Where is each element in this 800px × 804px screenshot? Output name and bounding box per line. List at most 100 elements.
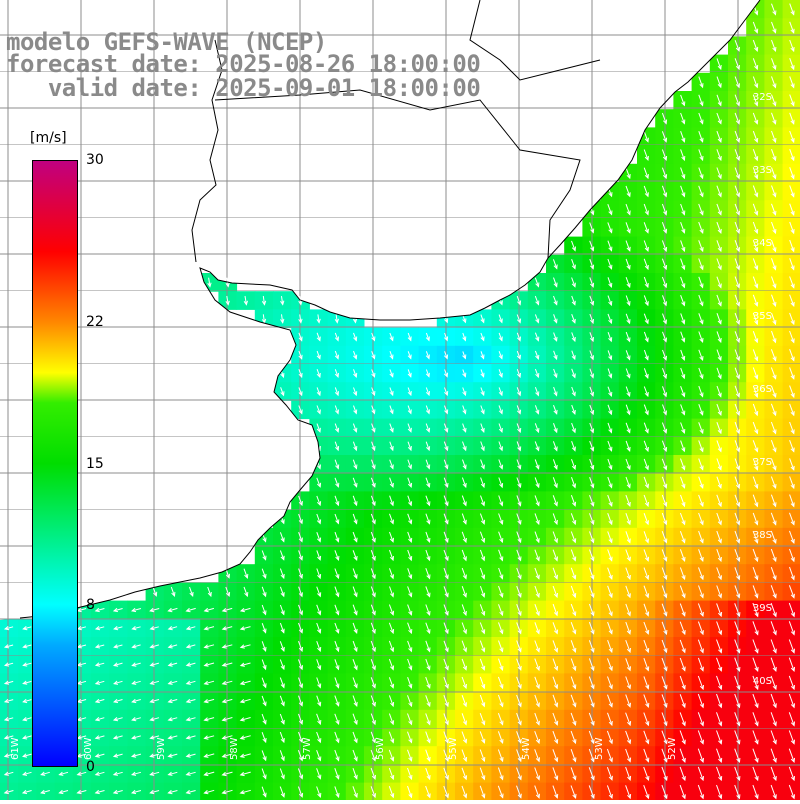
wind-arrow: [443, 658, 449, 671]
wind-arrow: [734, 240, 740, 253]
wind-arrow: [552, 513, 558, 526]
wind-arrow: [643, 222, 649, 234]
wind-arrow: [770, 712, 777, 727]
wind-arrow: [698, 313, 704, 325]
wind-arrow: [497, 731, 504, 744]
wind-arrow: [788, 766, 795, 782]
wind-arrow: [662, 295, 667, 307]
wind-arrow: [352, 786, 358, 799]
wind-arrow: [443, 731, 449, 744]
wind-arrow: [389, 387, 394, 397]
wind-arrow: [734, 294, 740, 307]
wind-arrow: [661, 240, 668, 253]
wind-arrow: [552, 622, 559, 635]
wind-arrow: [589, 549, 595, 562]
wind-arrow: [316, 750, 322, 762]
wind-arrow: [588, 640, 595, 653]
wind-arrow: [625, 440, 631, 452]
wind-arrow: [770, 421, 777, 435]
wind-arrow: [680, 167, 686, 180]
wind-arrow: [131, 626, 141, 631]
wind-arrow: [352, 768, 358, 780]
wind-arrow: [789, 512, 795, 526]
wind-arrow: [571, 404, 576, 415]
wind-arrow: [185, 753, 196, 758]
wind-arrow: [716, 494, 722, 508]
wind-arrow: [770, 458, 777, 471]
wind-arrow: [461, 586, 467, 598]
valid-date: valid date: 2025-09-01 18:00:00: [6, 74, 481, 102]
wind-arrow: [370, 767, 376, 780]
wind-arrow: [112, 753, 123, 758]
wind-arrow: [239, 735, 251, 740]
wind-arrow: [752, 639, 759, 654]
wind-arrow: [370, 477, 376, 488]
wind-arrow: [40, 789, 50, 795]
wind-arrow: [698, 494, 704, 508]
wind-arrow: [661, 476, 668, 489]
wind-arrow: [770, 766, 777, 782]
wind-arrow: [370, 659, 376, 671]
wind-arrow: [407, 749, 413, 762]
wind-arrow: [734, 312, 740, 325]
wind-arrow: [130, 753, 142, 758]
wind-arrow: [643, 422, 649, 434]
wind-arrow: [789, 112, 795, 125]
wind-arrow: [58, 789, 69, 795]
wind-arrow: [461, 731, 468, 744]
wind-arrow: [607, 240, 613, 252]
wind-arrow: [752, 784, 759, 800]
wind-arrow: [334, 423, 340, 433]
wind-arrow: [534, 531, 540, 544]
wind-arrow: [643, 694, 650, 708]
wind-arrow: [770, 730, 777, 745]
wind-arrow: [625, 185, 631, 198]
wind-arrow: [788, 602, 795, 618]
wind-arrow: [316, 604, 322, 616]
wind-arrow: [407, 713, 413, 726]
wind-arrow: [552, 495, 558, 507]
wind-arrow: [407, 731, 413, 744]
wind-arrow: [444, 332, 449, 342]
wind-arrow: [461, 604, 467, 617]
wind-arrow: [167, 789, 178, 795]
wind-arrow: [149, 789, 160, 795]
wind-arrow: [697, 784, 704, 800]
wind-arrow: [280, 387, 285, 397]
wind-arrow: [516, 405, 522, 415]
wind-arrow: [334, 531, 340, 543]
wind-arrow: [534, 495, 540, 507]
wind-arrow: [389, 568, 394, 580]
wind-arrow: [370, 695, 376, 707]
wind-arrow: [752, 312, 759, 326]
wind-arrow: [203, 735, 215, 740]
wind-arrow: [607, 277, 613, 288]
wind-arrow: [571, 259, 576, 270]
wind-arrow: [480, 477, 485, 489]
wind-arrow: [752, 567, 759, 581]
wind-arrow: [94, 607, 105, 613]
wind-arrow: [203, 698, 215, 704]
wind-arrow: [679, 567, 686, 581]
wind-arrow: [552, 640, 559, 653]
wind-arrow: [752, 748, 759, 763]
wind-arrow: [788, 730, 795, 745]
wind-arrow: [571, 422, 576, 434]
wind-arrow: [22, 662, 32, 667]
wind-arrow: [443, 531, 449, 544]
wind-arrow: [352, 713, 358, 726]
wind-arrow: [298, 405, 303, 415]
wind-arrow: [22, 771, 32, 776]
wind-arrow: [443, 567, 449, 580]
wind-arrow: [643, 621, 650, 635]
wind-arrow: [662, 349, 667, 361]
wind-arrow: [221, 680, 233, 685]
wind-arrow: [425, 731, 431, 744]
wind-arrow: [734, 603, 741, 618]
wind-arrow: [789, 312, 795, 326]
wind-arrow: [589, 477, 595, 489]
wind-arrow: [752, 476, 759, 490]
wind-arrow: [516, 567, 522, 580]
wind-arrow: [170, 586, 176, 597]
wind-arrow: [461, 622, 467, 635]
